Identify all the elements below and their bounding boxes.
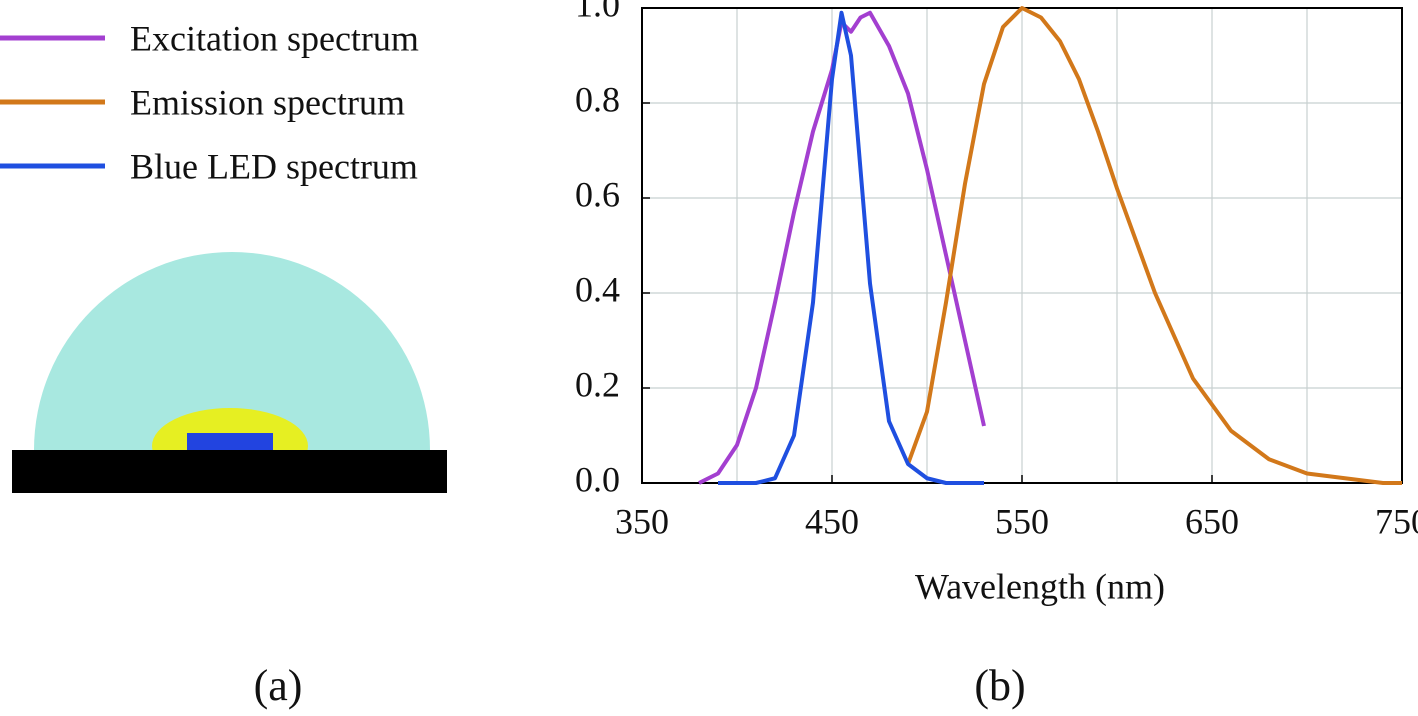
x-axis-label: Wavelength (nm) [915, 566, 1165, 606]
x-tick-label: 750 [1375, 501, 1418, 541]
y-tick-label: 0.4 [575, 269, 620, 309]
x-tick-label: 450 [805, 501, 859, 541]
legend-label: Emission spectrum [130, 82, 405, 122]
panel-label: (a) [254, 661, 303, 710]
lens [34, 252, 430, 450]
x-tick-label: 550 [995, 501, 1049, 541]
y-tick-label: 0.0 [575, 459, 620, 499]
series-line [718, 10, 984, 485]
y-tick-label: 0.2 [575, 364, 620, 404]
series-line [906, 6, 1402, 485]
x-tick-label: 650 [1185, 501, 1239, 541]
chip [187, 433, 273, 451]
led-diagram [12, 252, 447, 493]
y-tick-label: 0.8 [575, 79, 620, 119]
series-line [698, 10, 986, 485]
substrate [12, 450, 447, 493]
y-tick-label: 1.0 [575, 0, 620, 24]
y-tick-label: 0.6 [575, 174, 620, 214]
legend-label: Excitation spectrum [130, 18, 419, 58]
panel-label: (b) [974, 661, 1025, 710]
legend-label: Blue LED spectrum [130, 146, 418, 186]
x-tick-label: 350 [615, 501, 669, 541]
